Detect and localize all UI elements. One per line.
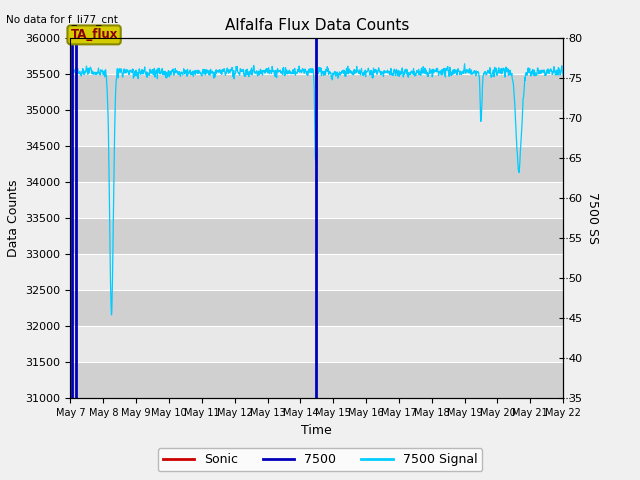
Bar <box>70 326 563 362</box>
X-axis label: Time: Time <box>301 424 332 437</box>
Bar <box>70 38 563 74</box>
Bar <box>70 110 563 146</box>
Y-axis label: Data Counts: Data Counts <box>7 180 20 257</box>
Text: TA_flux: TA_flux <box>70 28 118 41</box>
Bar <box>70 182 563 218</box>
Y-axis label: 7500 SS: 7500 SS <box>586 192 599 244</box>
Legend: Sonic, 7500, 7500 Signal: Sonic, 7500, 7500 Signal <box>158 448 482 471</box>
Bar <box>70 254 563 290</box>
Bar <box>70 362 563 398</box>
Text: No data for f_li77_cnt: No data for f_li77_cnt <box>6 14 118 25</box>
Bar <box>70 290 563 326</box>
Bar <box>70 218 563 254</box>
Bar <box>70 74 563 110</box>
Bar <box>70 146 563 182</box>
Title: Alfalfa Flux Data Counts: Alfalfa Flux Data Counts <box>225 18 409 33</box>
